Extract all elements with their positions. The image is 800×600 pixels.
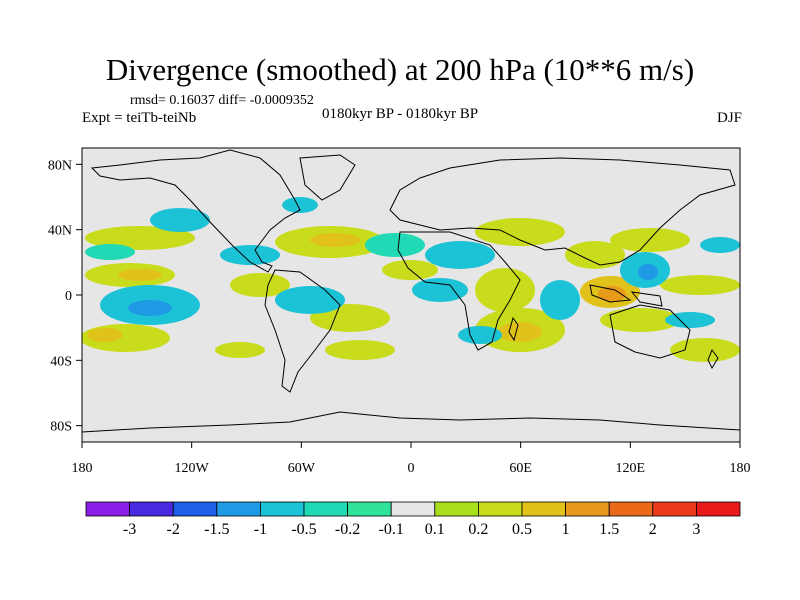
colorbar-swatch — [390, 501, 436, 517]
field-blob — [425, 241, 495, 269]
colorbar-label: 0.5 — [512, 521, 532, 538]
field-blob — [310, 233, 360, 247]
colorbar-swatch — [434, 501, 479, 517]
lat-tick-label: 40N — [48, 224, 72, 239]
field-blob — [87, 328, 123, 342]
lon-tick-label: 0 — [408, 461, 415, 476]
madagascar-coast — [508, 316, 519, 342]
africa-coast — [397, 231, 521, 351]
colorbar-label: -2 — [167, 521, 180, 538]
colorbar-label: -0.5 — [291, 521, 316, 538]
lat-tick-label: 0 — [65, 289, 72, 304]
lat-tick-label: 40S — [50, 354, 72, 369]
new-zealand-coast — [707, 348, 719, 370]
lon-tick-label: 120W — [175, 461, 210, 476]
field-blob — [475, 268, 535, 312]
colorbar-swatch — [129, 501, 174, 517]
colorbar-label: 0.2 — [468, 521, 488, 538]
field-blob — [412, 278, 468, 302]
field-blob — [128, 300, 172, 316]
lat-tick-label: 80S — [50, 420, 72, 435]
field-blob — [118, 269, 162, 281]
colorbar-label: -3 — [123, 521, 136, 538]
colorbar-swatch — [259, 501, 305, 517]
lon-tick-label: 180 — [72, 461, 93, 476]
antarctica-coast — [82, 411, 740, 433]
colorbar-label: 0.1 — [425, 521, 445, 538]
period-label: 0180kyr BP - 0180kyr BP — [322, 106, 479, 122]
colorbar-label: 3 — [692, 521, 700, 538]
colorbar-swatch — [85, 501, 130, 517]
field-blob — [220, 245, 280, 265]
colorbar-label: -0.1 — [379, 521, 404, 538]
australia-coast — [609, 304, 691, 359]
season-label: DJF — [716, 110, 742, 126]
field-blob — [85, 226, 195, 250]
colorbar-swatch — [608, 501, 654, 517]
colorbar-label: -1 — [254, 521, 267, 538]
field-blob — [700, 237, 740, 253]
experiment-label: Expt = teiTb-teiNb — [82, 110, 197, 126]
lon-tick-label: 180 — [730, 461, 751, 476]
field-blob — [325, 340, 395, 360]
colorbar-label: -0.2 — [335, 521, 360, 538]
colorbar-swatch — [303, 501, 348, 517]
field-blob — [215, 342, 265, 358]
colorbar-label: 2 — [649, 521, 657, 538]
colorbar-label: -1.5 — [204, 521, 229, 538]
indonesia-coast — [589, 284, 632, 303]
lon-tick-label: 60W — [288, 461, 316, 476]
field-blob — [498, 322, 542, 342]
field-blob — [540, 280, 580, 320]
lon-tick-label: 60E — [509, 461, 532, 476]
field-blob — [660, 275, 740, 295]
colorbar-swatch — [696, 501, 741, 517]
colorbar-swatch — [347, 501, 392, 517]
colorbar-label: 1.5 — [599, 521, 619, 538]
field-blob — [610, 228, 690, 252]
latitude-axis: 80N 40N 0 40S 80S — [48, 158, 82, 435]
chart-title: Divergence (smoothed) at 200 hPa (10**6 … — [105, 52, 695, 87]
lon-tick-label: 120E — [616, 461, 646, 476]
south-america-coast — [264, 269, 341, 393]
greenland-coast — [299, 154, 356, 201]
field-blob — [600, 308, 680, 332]
eurasia-coast — [389, 157, 736, 266]
longitude-axis: 180 120W 60W 0 60E 120E 180 — [72, 442, 751, 476]
colorbar-swatch — [652, 501, 697, 517]
coastlines — [82, 149, 740, 433]
colorbar-swatch — [521, 501, 566, 517]
field-blob — [665, 312, 715, 328]
colorbar-swatch — [172, 501, 218, 517]
field-blob — [565, 241, 625, 269]
colorbar-swatch — [216, 501, 261, 517]
field-blob — [365, 233, 425, 257]
field-blob — [670, 338, 740, 362]
field-blob — [150, 208, 210, 232]
field-blob — [230, 273, 290, 297]
field-blob — [85, 244, 135, 260]
colorbar-swatch — [477, 501, 523, 517]
field-blob — [638, 264, 658, 280]
field-blob — [598, 286, 626, 302]
field-blob — [282, 197, 318, 213]
new-guinea-coast — [630, 291, 663, 307]
colorbar-swatch — [565, 501, 610, 517]
colorbar-label: 1 — [562, 521, 570, 538]
lat-tick-label: 80N — [48, 158, 72, 173]
stats-line: rmsd= 0.16037 diff= -0.0009352 — [130, 93, 314, 108]
field-blob — [475, 218, 565, 246]
north-america-coast — [90, 149, 301, 273]
colorbar: -3 -2 -1.5 -1 -0.5 -0.2 -0.1 0.1 0.2 0.5 1 1.5 2 3 — [85, 501, 741, 538]
